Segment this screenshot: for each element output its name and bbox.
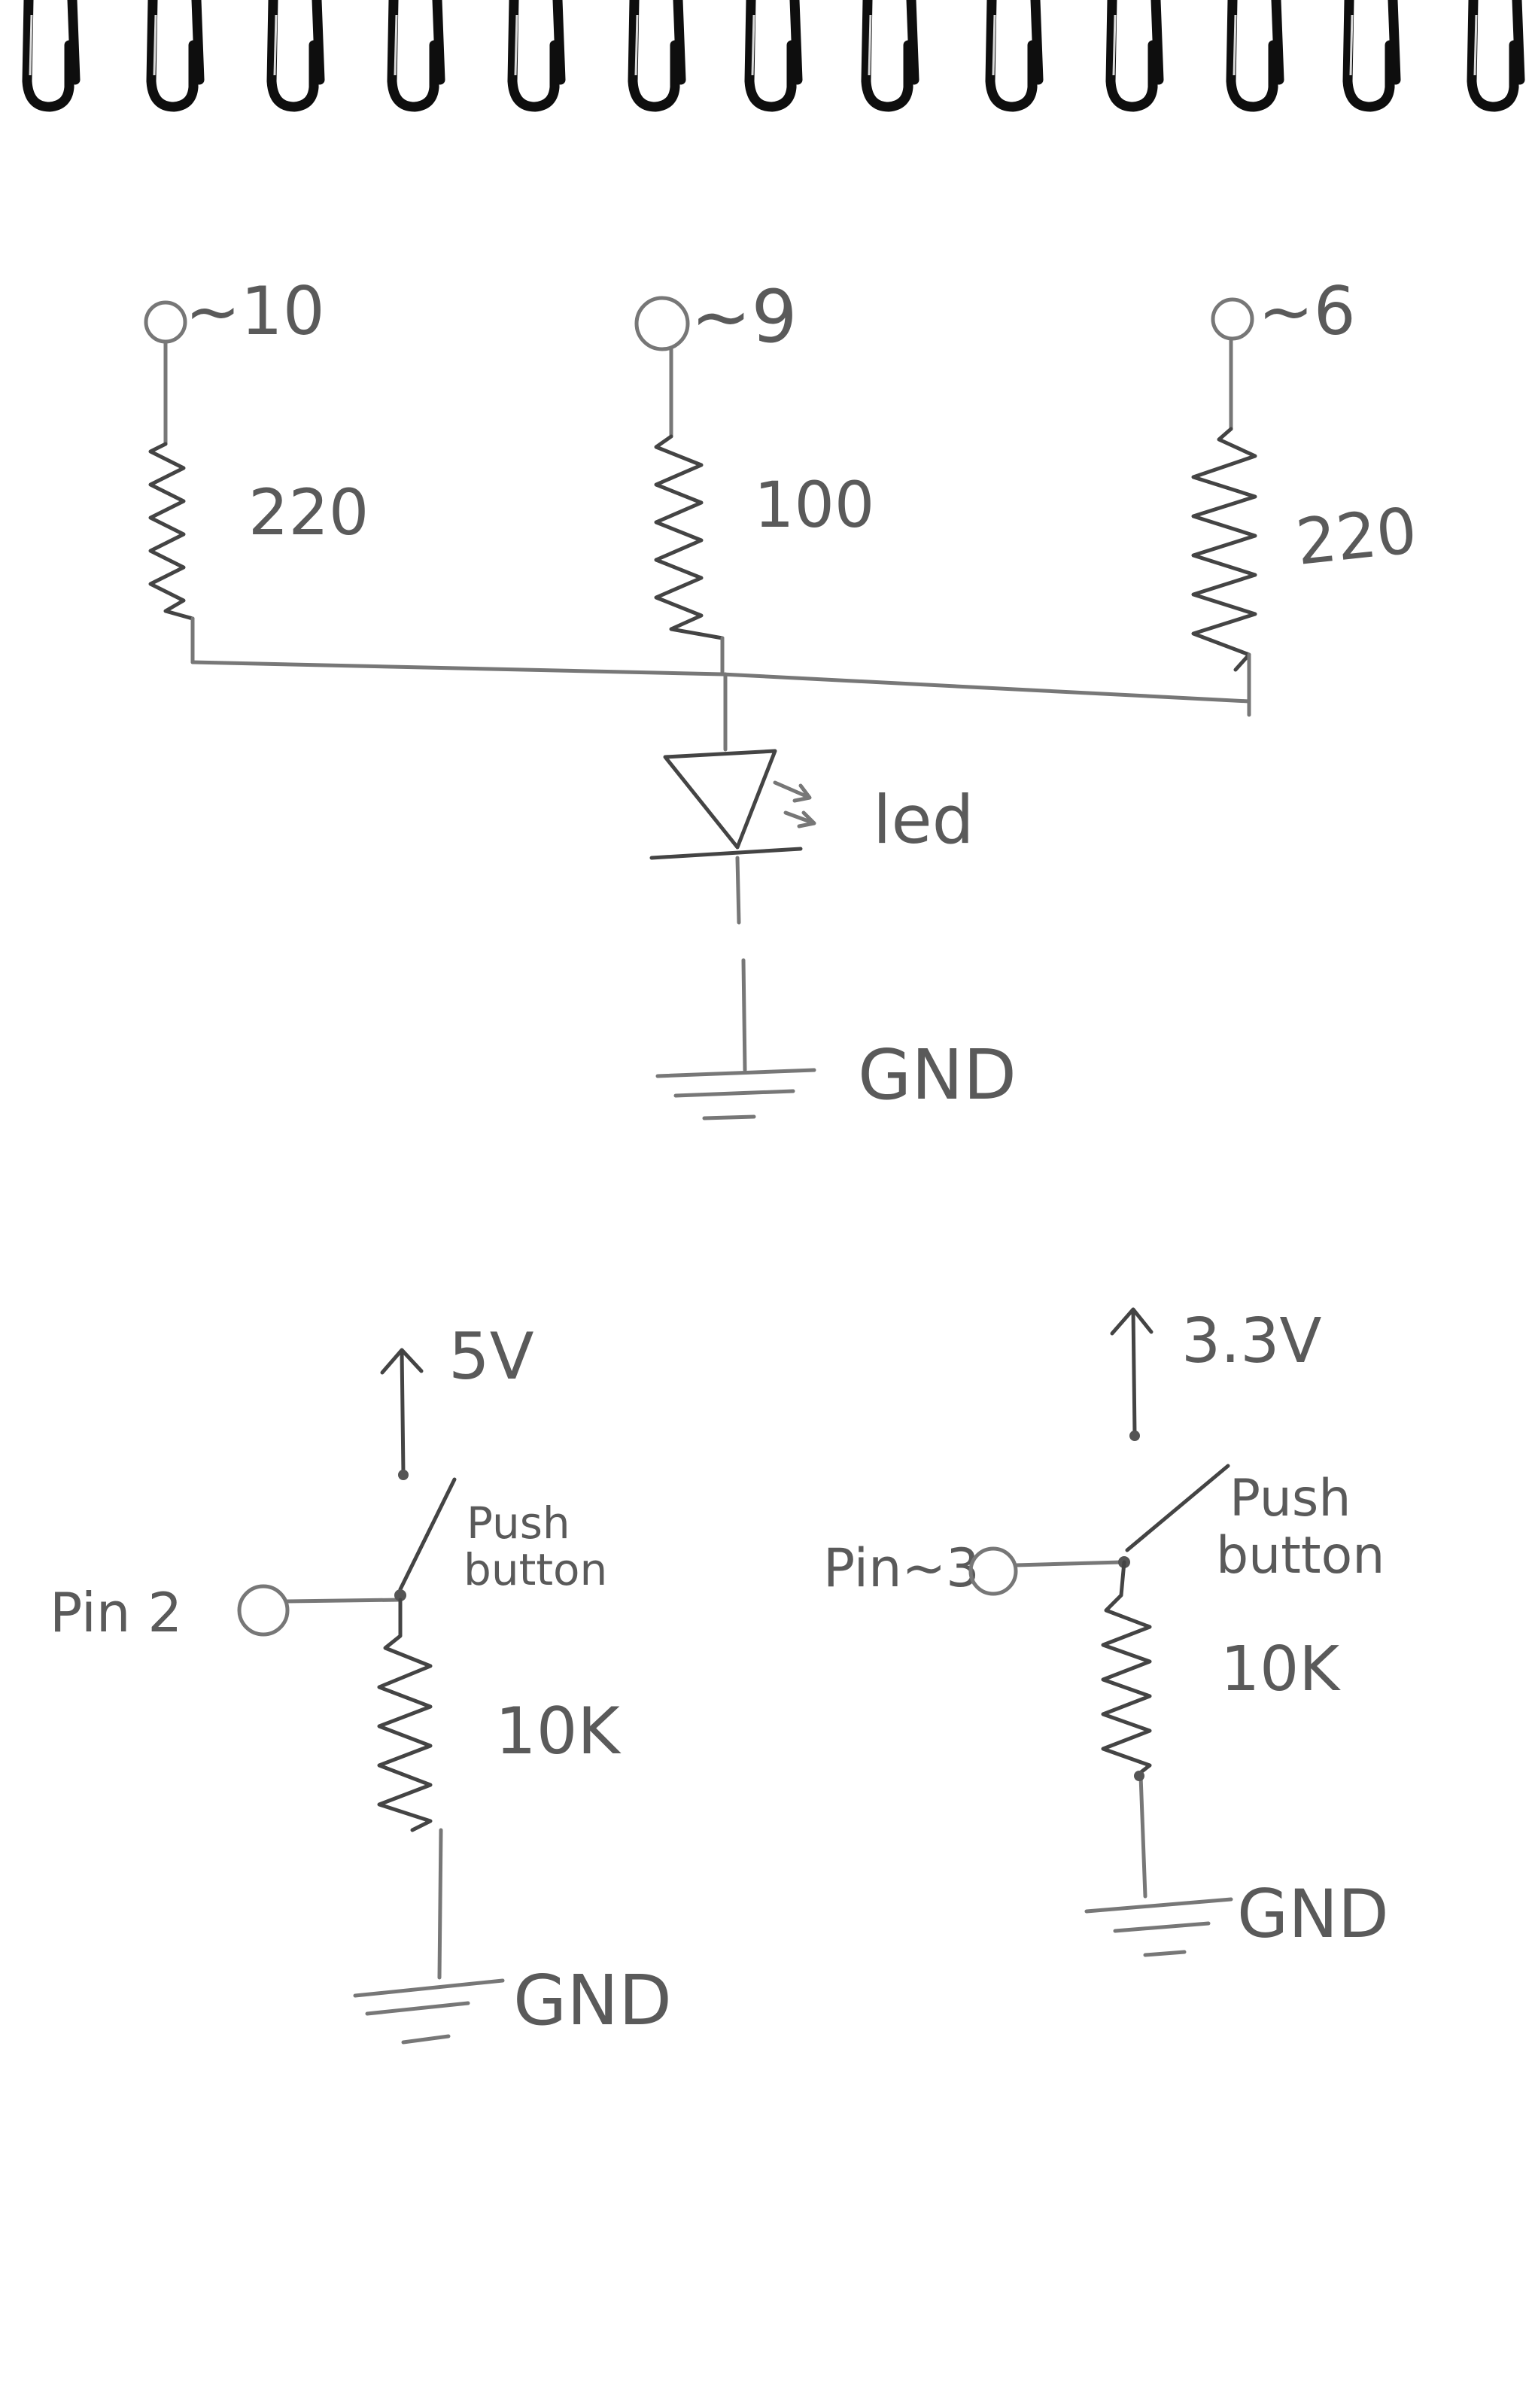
resistor-10k-right xyxy=(1101,1560,1152,1778)
common-bus-wire xyxy=(190,660,1251,704)
pin-6-label: ~6 xyxy=(1258,272,1356,350)
binding-loop xyxy=(1105,0,1164,112)
resistor-220-right-label: 220 xyxy=(1293,494,1421,579)
ground-symbol-left xyxy=(353,1978,505,2045)
resistor-220-left-label: 220 xyxy=(248,476,369,549)
led-circuit: ~10 220 ~9 100 ~6 220 xyxy=(144,272,1421,1120)
binding-loop xyxy=(1226,0,1284,112)
spiral-binding xyxy=(22,0,1525,112)
binding-loop xyxy=(266,0,325,112)
pin-10-label: ~10 xyxy=(185,272,325,350)
resistor-10k-left-label: 10K xyxy=(495,1694,622,1769)
resistor-10k-left xyxy=(377,1598,433,1832)
gnd-top-label: GND xyxy=(858,1035,1017,1115)
button-circuit-5v: 5V Push button Pin 2 10K GND xyxy=(50,1319,672,2045)
binding-loop xyxy=(387,0,445,112)
pin-9-terminal xyxy=(634,296,690,439)
button-circuit-3v3: 3.3V Push button Pin~3 10K GND xyxy=(823,1306,1389,1957)
resistor-100-middle-label: 100 xyxy=(754,468,874,542)
push-button-right-line2: button xyxy=(1216,1526,1385,1586)
binding-loop xyxy=(22,0,81,112)
ground-symbol-top xyxy=(655,958,816,1120)
ground-symbol-right xyxy=(1084,1897,1233,1957)
led-symbol xyxy=(649,749,816,925)
resistor-10k-right-label: 10K xyxy=(1220,1634,1341,1705)
pin-10-terminal xyxy=(144,300,187,446)
binding-loop xyxy=(507,0,566,112)
push-button-left-line2: button xyxy=(464,1544,607,1595)
pin-3-terminal xyxy=(968,1546,1018,1596)
binding-loop xyxy=(985,0,1044,112)
resistor-100-middle xyxy=(654,434,725,640)
gnd-left-label: GND xyxy=(513,1960,672,2041)
resistor-220-left xyxy=(148,442,195,621)
pin-9-label: ~9 xyxy=(691,275,798,359)
pin-2-terminal xyxy=(237,1584,290,1637)
binding-loop xyxy=(861,0,919,112)
push-button-right-line1: Push xyxy=(1230,1469,1351,1528)
push-button-switch-left xyxy=(398,1477,457,1592)
binding-loop xyxy=(628,0,686,112)
supply-3v3-arrow xyxy=(1110,1307,1154,1437)
push-button-left-line1: Push xyxy=(467,1497,570,1549)
supply-5v-label: 5V xyxy=(448,1319,534,1394)
binding-loop xyxy=(1467,0,1525,112)
pin-3-label: Pin~3 xyxy=(823,1537,980,1599)
pin-6-terminal xyxy=(1211,297,1254,431)
binding-loop xyxy=(1342,0,1401,112)
binding-loop xyxy=(146,0,205,112)
gnd-right-label: GND xyxy=(1237,1875,1389,1953)
pin-2-label: Pin 2 xyxy=(50,1581,182,1644)
resistor-220-right xyxy=(1191,427,1257,672)
supply-3v3-label: 3.3V xyxy=(1181,1306,1322,1377)
binding-loop xyxy=(744,0,803,112)
supply-5v-arrow xyxy=(380,1348,424,1476)
push-button-switch-right xyxy=(1125,1464,1230,1552)
led-label: led xyxy=(873,781,974,859)
